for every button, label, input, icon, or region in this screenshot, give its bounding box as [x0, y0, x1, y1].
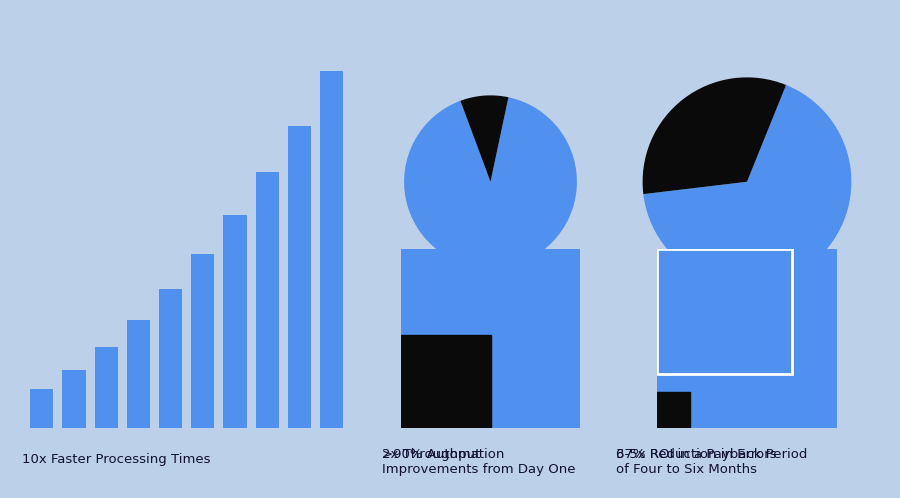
Bar	[657, 392, 689, 428]
Bar	[94, 347, 118, 428]
Text: 10x Faster Processing Times: 10x Faster Processing Times	[22, 453, 211, 466]
Bar	[288, 125, 311, 428]
Bar	[400, 335, 490, 428]
Bar	[159, 288, 182, 428]
Bar	[320, 71, 343, 428]
Wedge shape	[644, 85, 851, 286]
Bar	[31, 389, 53, 428]
Bar	[657, 249, 792, 374]
Text: 67% Reduction in Errors: 67% Reduction in Errors	[616, 448, 777, 461]
Bar	[62, 370, 86, 428]
Text: 3-5x ROI in a Payback Period
of Four to Six Months: 3-5x ROI in a Payback Period of Four to …	[616, 448, 808, 476]
Bar	[223, 215, 247, 428]
Wedge shape	[643, 77, 786, 194]
Text: >90% Automation: >90% Automation	[382, 448, 505, 461]
Bar	[192, 253, 214, 428]
Bar	[127, 320, 150, 428]
Wedge shape	[461, 96, 508, 182]
Wedge shape	[404, 97, 577, 268]
Bar	[256, 172, 279, 428]
Text: 2x Throughput
Improvements from Day One: 2x Throughput Improvements from Day One	[382, 448, 576, 476]
